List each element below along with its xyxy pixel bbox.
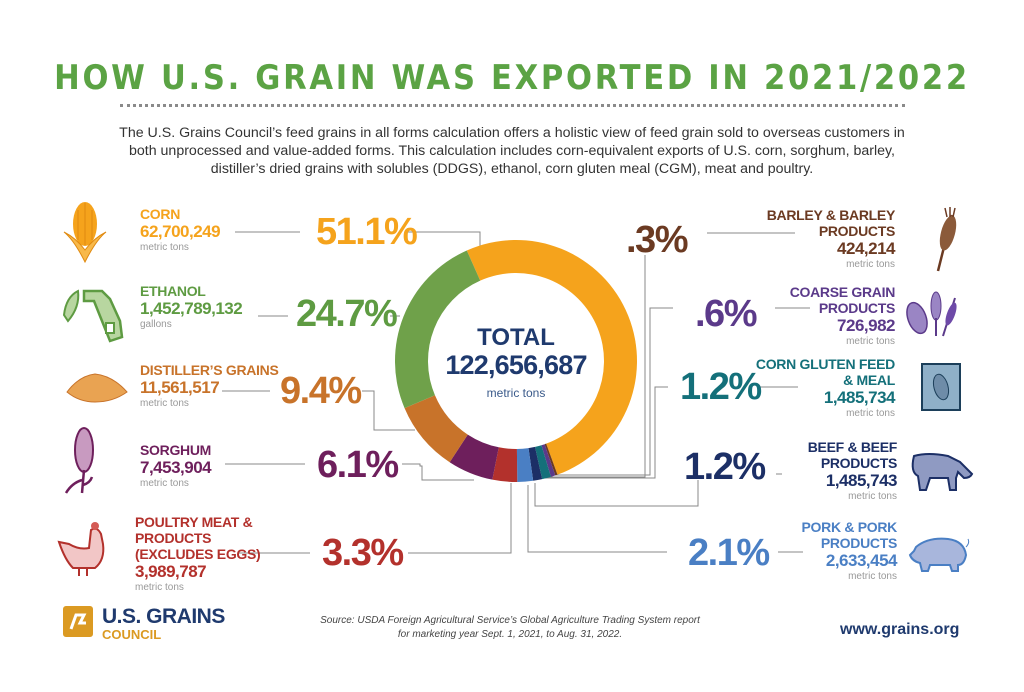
- item-name: DISTILLER’S GRAINS: [140, 362, 279, 378]
- sorghum-icon: [64, 427, 94, 494]
- connector-barley-2: [548, 255, 646, 478]
- item-unit: metric tons: [140, 478, 189, 489]
- donut-center: TOTAL 122,656,687 metric tons: [416, 324, 616, 401]
- item-unit: metric tons: [846, 408, 895, 419]
- item-name: BARLEY & BARLEY PRODUCTS: [766, 207, 896, 239]
- donut-slice-coarse-grain-products: [541, 444, 556, 477]
- item-distillers-grains: DISTILLER’S GRAINS 11,561,517 metric ton…: [140, 362, 279, 410]
- source-line-2: for marketing year Sept. 1, 2021, to Aug…: [397, 629, 623, 640]
- coarse-grains-icon: [906, 291, 957, 337]
- item-unit: metric tons: [846, 259, 895, 270]
- feed-bag-icon: [921, 363, 961, 411]
- pct-barley: .3%: [626, 219, 688, 261]
- item-unit: metric tons: [848, 571, 897, 582]
- item-name: PORK & PORK PRODUCTS: [801, 519, 898, 551]
- connector-sorghum-2: [402, 463, 474, 481]
- item-name: CORN GLUTEN FEED & MEAL: [755, 356, 895, 388]
- grain-pile-icon: [66, 373, 128, 403]
- donut-slice-distiller-s-grains: [404, 395, 468, 463]
- item-value: 1,485,734: [823, 388, 896, 407]
- pct-corn: 51.1%: [316, 211, 418, 253]
- intro-text: The U.S. Grains Council’s feed grains in…: [119, 125, 905, 177]
- connector-poultry-2: [408, 483, 512, 554]
- pig-icon: [908, 537, 970, 572]
- pct-pork: 2.1%: [688, 532, 770, 574]
- logo-text-1: U.S. GRAINS: [102, 605, 225, 628]
- source-note: Source: USDA Foreign Agricultural Servic…: [300, 614, 720, 642]
- pct-distillers-grains: 9.4%: [280, 370, 362, 412]
- donut-slice-corn: [466, 239, 637, 475]
- item-name: ETHANOL: [140, 283, 206, 299]
- source-line-1: Source: USDA Foreign Agricultural Servic…: [320, 615, 700, 626]
- item-unit: metric tons: [140, 398, 189, 409]
- item-beef: BEEF & BEEF PRODUCTS 1,485,743 metric to…: [770, 439, 898, 503]
- pct-ethanol: 24.7%: [296, 293, 398, 335]
- donut-slice-ethanol: [395, 250, 481, 409]
- item-name: BEEF & BEEF PRODUCTS: [807, 439, 898, 471]
- donut-slice-barley-barley-products: [544, 443, 558, 476]
- item-barley: BARLEY & BARLEY PRODUCTS 424,214 metric …: [760, 207, 896, 271]
- item-corn: CORN 62,700,249 metric tons: [140, 206, 221, 254]
- cow-icon: [911, 453, 974, 491]
- item-poultry: POULTRY MEAT & PRODUCTS (EXCLUDES EGGS) …: [135, 514, 275, 594]
- dotted-divider: [120, 104, 905, 107]
- pct-sorghum: 6.1%: [317, 444, 399, 486]
- item-unit: metric tons: [848, 491, 897, 502]
- item-value: 7,453,904: [140, 458, 212, 477]
- item-sorghum: SORGHUM 7,453,904 metric tons: [140, 442, 212, 490]
- connector-beef-2: [534, 480, 699, 507]
- donut-slice-corn-gluten-feed-meal: [535, 445, 551, 480]
- item-value: 726,982: [837, 316, 895, 335]
- item-name: POULTRY MEAT & PRODUCTS (EXCLUDES EGGS): [135, 514, 261, 562]
- page-title: HOW U.S. GRAIN WAS EXPORTED IN 2021/2022: [54, 58, 970, 98]
- chicken-icon: [57, 522, 105, 576]
- item-unit: gallons: [140, 319, 172, 330]
- donut-slice-beef-beef-products: [528, 446, 543, 481]
- wheat-icon: [936, 207, 957, 272]
- donut-slice-sorghum: [449, 434, 499, 480]
- logo-text-2: COUNCIL: [102, 627, 162, 642]
- fuel-pump-leaf-icon: [62, 289, 124, 343]
- connector-pork-2: [527, 485, 667, 553]
- item-corn-gluten: CORN GLUTEN FEED & MEAL 1,485,734 metric…: [745, 356, 896, 420]
- item-value: 3,989,787: [135, 562, 207, 581]
- connector-gluten-2: [545, 386, 668, 479]
- item-value: 2,633,454: [825, 551, 898, 570]
- item-unit: metric tons: [846, 336, 895, 347]
- total-label: TOTAL: [477, 324, 555, 351]
- item-value: 62,700,249: [140, 222, 221, 241]
- item-name: COARSE GRAIN PRODUCTS: [789, 284, 896, 316]
- pct-poultry: 3.3%: [322, 532, 404, 574]
- website-link[interactable]: www.grains.org: [840, 621, 960, 638]
- item-unit: metric tons: [140, 242, 189, 253]
- item-value: 1,485,743: [825, 471, 898, 490]
- donut-slice-poultry-meat-products: [492, 447, 518, 482]
- donut-slice-pork-pork-products: [516, 448, 534, 482]
- item-value: 1,452,789,132: [140, 299, 243, 318]
- item-unit: metric tons: [135, 582, 184, 593]
- item-name: CORN: [140, 206, 181, 222]
- item-ethanol: ETHANOL 1,452,789,132 gallons: [140, 283, 243, 331]
- item-pork: PORK & PORK PRODUCTS 2,633,454 metric to…: [770, 519, 898, 583]
- corn-icon: [63, 202, 107, 264]
- pct-beef: 1.2%: [684, 446, 766, 488]
- pct-coarse-grain: .6%: [695, 293, 757, 335]
- item-coarse-grain: COARSE GRAIN PRODUCTS 726,982 metric ton…: [760, 284, 896, 348]
- connector-distillers-2: [362, 390, 415, 431]
- total-value: 122,656,687: [445, 350, 587, 380]
- connector-coarse-2: [545, 307, 673, 476]
- item-value: 11,561,517: [140, 378, 220, 397]
- item-name: SORGHUM: [140, 442, 212, 458]
- total-unit: metric tons: [486, 386, 546, 400]
- item-value: 424,214: [837, 239, 895, 258]
- connector-corn-2: [408, 231, 481, 250]
- logo-mark-icon: [63, 606, 93, 637]
- pct-corn-gluten: 1.2%: [680, 366, 762, 408]
